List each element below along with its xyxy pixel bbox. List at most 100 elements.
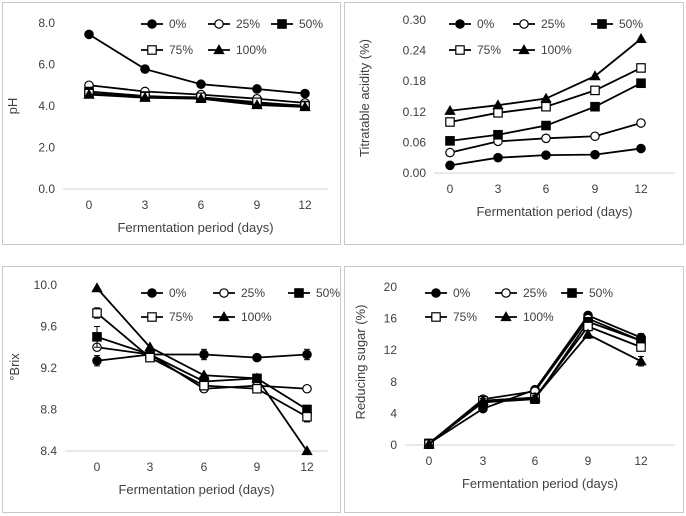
data-point	[252, 383, 262, 394]
x-tick-label: 9	[254, 460, 261, 474]
series-0pct	[424, 310, 646, 449]
data-point	[302, 349, 312, 360]
legend-marker	[214, 19, 224, 29]
x-tick-label: 12	[634, 454, 648, 468]
series-25pct	[424, 313, 646, 449]
y-tick-label: 0.0	[38, 182, 55, 196]
data-point	[636, 63, 646, 73]
series-75pct	[92, 307, 312, 423]
data-point	[445, 117, 455, 127]
legend-item: 100%	[513, 43, 572, 57]
x-tick-label: 9	[585, 454, 592, 468]
y-tick-label: 0	[390, 438, 397, 452]
series-100pct	[444, 33, 647, 115]
data-point	[445, 136, 455, 146]
panel-reducing-sugar: 0 4 8 12 16 20 0 3 6 9 12 Fermentation period (days…	[344, 266, 684, 513]
series-line	[428, 317, 642, 445]
y-tick-label: 10.0	[34, 278, 58, 292]
series-50pct	[445, 78, 646, 146]
legend-marker	[147, 19, 157, 29]
x-tick-label: 12	[300, 460, 314, 474]
series-line	[428, 320, 642, 445]
legend-label: 50%	[299, 17, 323, 31]
legend-marker	[147, 45, 157, 55]
data-point	[540, 92, 552, 103]
series-0pct	[84, 29, 310, 99]
data-point	[251, 99, 263, 110]
data-point	[299, 101, 311, 112]
legend-label: 75%	[169, 310, 193, 324]
data-point	[541, 120, 551, 131]
legend-item: 50%	[591, 17, 643, 31]
data-point	[590, 85, 600, 96]
x-axis-title: Fermentation period (days)	[118, 482, 274, 497]
data-point	[302, 411, 312, 422]
data-point	[199, 349, 209, 360]
data-point	[139, 91, 151, 102]
legend-marker	[218, 311, 230, 322]
legend-item: 25%	[213, 286, 265, 300]
legend-label: 100%	[541, 43, 572, 57]
data-point	[541, 150, 551, 160]
legend: 0% 25% 50% 75% 100%	[449, 17, 643, 57]
y-axis-title: pH	[5, 98, 20, 115]
legend-label: 0%	[453, 286, 471, 300]
x-tick-label: 3	[147, 460, 154, 474]
legend-item: 100%	[213, 310, 272, 324]
y-tick-label: 12	[384, 343, 398, 357]
data-point	[300, 88, 310, 99]
data-point	[590, 149, 600, 160]
x-tick-label: 6	[198, 198, 205, 212]
legend-marker	[219, 288, 229, 298]
y-axis-title: Titratable acidity (%)	[357, 39, 372, 157]
legend: 0% 25% 50% 75% 100%	[425, 286, 613, 324]
panel-ph: 0.0 2.0 4.0 6.0 8.0 0 3 6 9 12 Fermentation period…	[2, 2, 341, 245]
series-25pct	[445, 118, 646, 158]
data-point	[636, 118, 646, 128]
legend-item: 100%	[495, 310, 554, 324]
legend-label: 75%	[453, 310, 477, 324]
data-point	[423, 438, 435, 449]
data-point	[541, 101, 551, 112]
legend-label: 100%	[241, 310, 272, 324]
y-axis-title: Reducing sugar (%)	[353, 305, 368, 420]
series-75pct	[445, 63, 646, 127]
data-point	[145, 352, 155, 363]
legend-item: 0%	[141, 286, 187, 300]
data-point	[195, 92, 207, 103]
y-tick-label: 0.12	[403, 105, 427, 119]
series-line	[96, 287, 308, 452]
legend-marker	[501, 288, 511, 298]
y-tick-label: 8	[390, 375, 397, 389]
series-100pct	[91, 282, 313, 456]
panel-titratable-acidity: 0.00 0.06 0.12 0.18 0.24 0.30 0 3 6 9 12 Fermentati…	[344, 2, 684, 245]
x-tick-label: 6	[543, 182, 550, 196]
legend-marker	[455, 19, 465, 29]
data-point	[541, 133, 551, 144]
legend-item: 50%	[288, 286, 340, 300]
data-point	[199, 380, 209, 391]
legend-item: 25%	[495, 286, 547, 300]
legend-label: 0%	[169, 17, 187, 31]
data-point	[92, 332, 102, 342]
y-tick-label: 0.00	[403, 166, 427, 180]
chart-ph: 0.0 2.0 4.0 6.0 8.0 0 3 6 9 12 Fermentation period…	[5, 16, 328, 235]
legend-item: 75%	[449, 43, 501, 57]
legend-label: 50%	[589, 286, 613, 300]
y-tick-label: 4.0	[38, 99, 55, 113]
legend-label: 25%	[541, 17, 565, 31]
y-tick-label: 0.24	[403, 44, 427, 58]
data-point	[445, 147, 455, 158]
legend-label: 50%	[316, 286, 340, 300]
legend-item: 75%	[141, 43, 193, 57]
data-point	[582, 328, 594, 339]
y-tick-label: 9.6	[40, 320, 57, 334]
legend-item: 0%	[425, 286, 471, 300]
x-tick-label: 0	[94, 460, 101, 474]
y-tick-label: 6.0	[38, 58, 55, 72]
legend-marker	[277, 19, 287, 29]
series-50pct	[424, 316, 646, 449]
data-point	[444, 104, 456, 115]
legend-item: 0%	[449, 17, 495, 31]
legend-label: 25%	[236, 17, 260, 31]
